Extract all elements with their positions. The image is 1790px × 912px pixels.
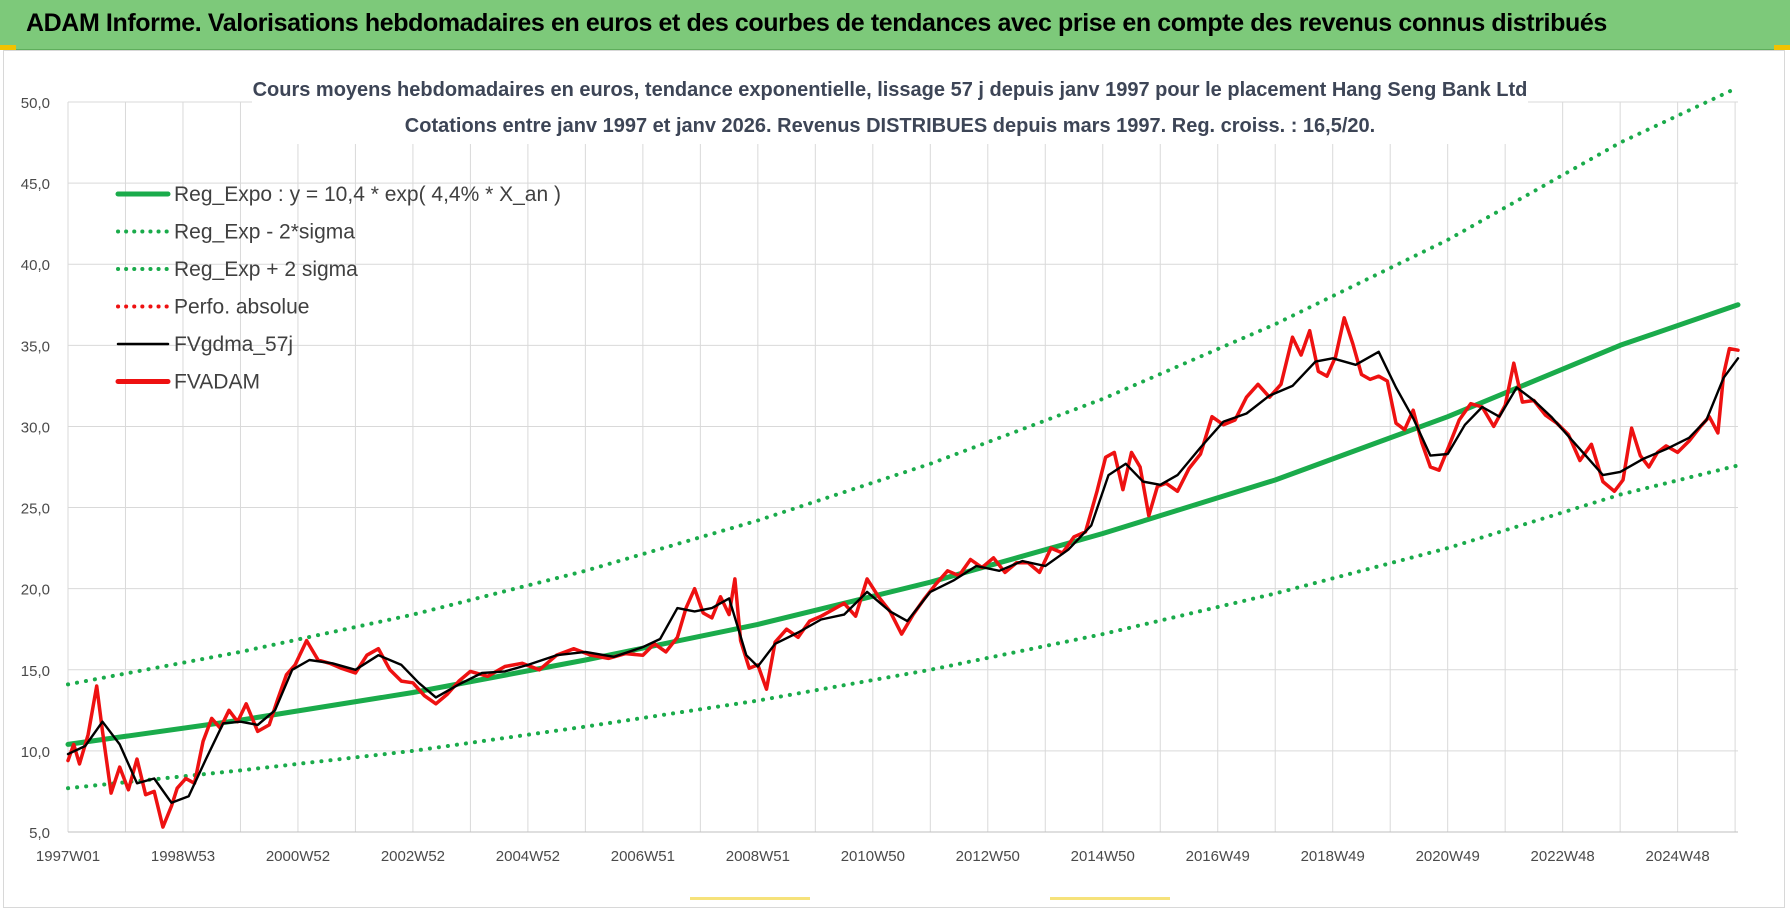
y-tick-label: 45,0 [21, 176, 50, 193]
x-tick-label: 2014W50 [1071, 848, 1135, 865]
x-tick-label: 2016W49 [1186, 848, 1250, 865]
legend-label: Reg_Exp + 2 sigma [174, 258, 358, 281]
bottom-highlight-1 [690, 897, 810, 900]
x-tick-label: 2000W52 [266, 848, 330, 865]
banner-corner-right [1774, 45, 1790, 50]
y-tick-label: 15,0 [21, 663, 50, 680]
x-axis-ticks: 1997W01 1998W53 2000W52 2002W52 2004W52 2006W… [36, 848, 1710, 865]
x-tick-label: 2022W48 [1531, 848, 1595, 865]
x-tick-label: 2010W50 [841, 848, 905, 865]
report-title: ADAM Informe. Valorisations hebdomadaire… [26, 9, 1607, 37]
legend-label: FVgdma_57j [174, 333, 293, 356]
chart-titles: Cours moyens hebdomadaires en euros, ten… [252, 70, 1528, 144]
x-tick-label: 1997W01 [36, 848, 100, 865]
y-tick-label: 25,0 [21, 501, 50, 518]
chart-subtitle: Cotations entre janv 1997 et janv 2026. … [405, 115, 1375, 137]
report-banner: ADAM Informe. Valorisations hebdomadaire… [0, 0, 1790, 50]
x-tick-label: 2018W49 [1301, 848, 1365, 865]
grid [67, 101, 1738, 833]
y-tick-label: 35,0 [21, 338, 50, 355]
series-layer [65, 85, 1741, 829]
y-tick-label: 30,0 [21, 419, 50, 436]
x-tick-label: 1998W53 [151, 848, 215, 865]
x-tick-label: 2020W49 [1416, 848, 1480, 865]
legend-label: FVADAM [174, 371, 260, 394]
y-tick-label: 50,0 [21, 95, 50, 112]
y-tick-label: 40,0 [21, 257, 50, 274]
y-axis-ticks: 5,0 10,0 15,0 20,0 25,0 30,0 35,0 40,0 45,0 50,0 [21, 95, 50, 842]
banner-corner-left [0, 45, 16, 50]
legend-label: Reg_Exp - 2*sigma [174, 221, 355, 244]
series-line-1 [66, 463, 1740, 791]
x-tick-label: 2024W48 [1646, 848, 1710, 865]
x-tick-label: 2004W52 [496, 848, 560, 865]
x-tick-label: 2002W52 [381, 848, 445, 865]
legend-label: Reg_Expo : y = 10,4 * exp( 4,4% * X_an ) [174, 183, 561, 206]
legend-label: Perfo. absolue [174, 296, 309, 319]
series-line-2 [66, 85, 1740, 687]
legend: Reg_Expo : y = 10,4 * exp( 4,4% * X_an )… [115, 183, 561, 394]
series-line-3 [66, 350, 1740, 804]
x-tick-label: 2012W50 [956, 848, 1020, 865]
y-tick-label: 10,0 [21, 744, 50, 761]
title-background [252, 70, 1528, 144]
y-tick-label: 20,0 [21, 582, 50, 599]
y-tick-label: 5,0 [29, 825, 50, 842]
bottom-highlight-2 [1050, 897, 1170, 900]
x-tick-label: 2008W51 [726, 848, 790, 865]
x-tick-label: 2006W51 [611, 848, 675, 865]
chart-frame [3, 50, 1785, 908]
chart-title: Cours moyens hebdomadaires en euros, ten… [253, 79, 1528, 101]
series-line-0 [65, 302, 1741, 747]
